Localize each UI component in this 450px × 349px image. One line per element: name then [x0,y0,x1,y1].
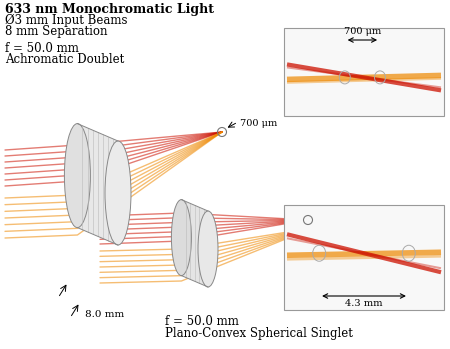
Polygon shape [181,200,208,287]
Ellipse shape [105,141,131,245]
Text: f = 50.0 mm: f = 50.0 mm [165,315,239,328]
Text: 633 nm Monochromatic Light: 633 nm Monochromatic Light [5,3,214,16]
Bar [284,205,444,310]
Text: 8.0 mm: 8.0 mm [85,310,124,319]
Text: 4.3 mm: 4.3 mm [326,207,364,215]
Text: f = 50.0 mm: f = 50.0 mm [5,42,79,55]
Text: Plano-Convex Spherical Singlet: Plano-Convex Spherical Singlet [165,327,353,340]
Text: 700 μm: 700 μm [240,119,277,127]
Ellipse shape [64,124,90,228]
Ellipse shape [198,211,218,287]
Polygon shape [77,124,118,245]
Text: Achromatic Doublet: Achromatic Doublet [5,53,124,66]
Text: 700 μm: 700 μm [344,27,381,36]
Text: 4.3 mm: 4.3 mm [345,299,383,308]
Text: 8 mm Separation: 8 mm Separation [5,25,108,38]
Ellipse shape [171,200,191,276]
Text: Ø3 mm Input Beams: Ø3 mm Input Beams [5,14,127,27]
Bar [284,28,444,116]
